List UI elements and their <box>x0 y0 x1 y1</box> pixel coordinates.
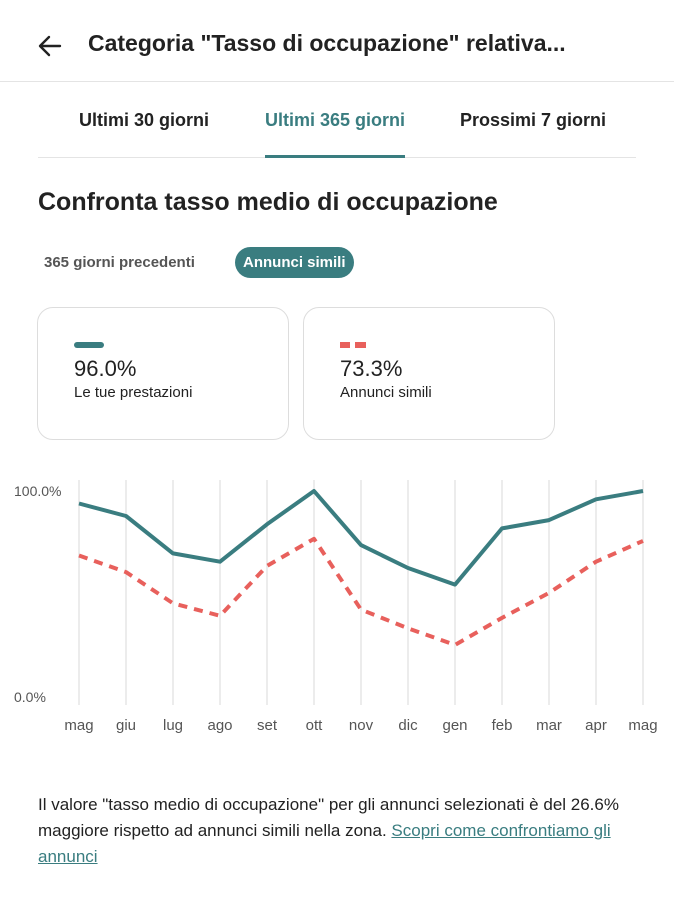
x-tick-label: feb <box>492 717 513 734</box>
top-bar: Categoria "Tasso di occupazione" relativ… <box>0 0 674 82</box>
x-tick-label: dic <box>398 717 418 734</box>
tab-next-7-days[interactable]: Prossimi 7 giorni <box>460 110 607 130</box>
your-performance-label: Le tue prestazioni <box>74 384 193 401</box>
similar-listings-card: 73.3% Annunci simili <box>303 307 555 440</box>
period-tabs: Ultimi 30 giorni Ultimi 365 giorni Pross… <box>38 100 636 158</box>
page-title: Categoria "Tasso di occupazione" relativ… <box>88 30 566 56</box>
x-tick-label: ago <box>207 717 232 734</box>
section-title: Confronta tasso medio di occupazione <box>38 188 498 216</box>
y-tick-label: 100.0% <box>14 483 61 499</box>
occupancy-line-chart: 100.0% 0.0% mag giu lug ago set ott nov dic gen feb… <box>14 480 658 734</box>
x-tick-label: gen <box>442 717 467 734</box>
back-button[interactable] <box>30 26 70 66</box>
x-tick-label: mar <box>536 717 562 734</box>
tab-last-365-days[interactable]: Ultimi 365 giorni <box>265 110 406 158</box>
filter-previous-365-days[interactable]: 365 giorni precedenti <box>44 254 195 271</box>
comparison-note-text: Il valore "tasso medio di occupazione" p… <box>38 795 619 840</box>
your-performance-value: 96.0% <box>74 356 137 381</box>
x-tick-label: giu <box>116 717 136 734</box>
x-tick-label: lug <box>163 717 183 734</box>
arrow-left-icon <box>38 35 62 57</box>
comparison-note: Il valore "tasso medio di occupazione" p… <box>38 792 648 870</box>
tab-last-30-days[interactable]: Ultimi 30 giorni <box>79 110 210 130</box>
solid-line-legend-icon <box>74 342 104 348</box>
dashed-line-legend-icon <box>340 342 366 348</box>
x-tick-label: apr <box>585 717 607 734</box>
x-tick-label: nov <box>349 717 374 734</box>
x-tick-label: set <box>257 717 278 734</box>
x-tick-label: ott <box>306 717 324 734</box>
y-tick-label: 0.0% <box>14 689 46 705</box>
learn-how-we-compare-link[interactable]: Scopri come confrontiamo gli annunci <box>38 821 611 866</box>
similar-listings-value: 73.3% <box>340 356 403 381</box>
x-tick-label: mag <box>64 717 93 734</box>
your-performance-card: 96.0% Le tue prestazioni <box>37 307 289 440</box>
filter-similar-listings[interactable]: Annunci simili <box>235 247 354 278</box>
x-tick-label: mag <box>628 717 657 734</box>
similar-listings-label: Annunci simili <box>340 384 432 401</box>
